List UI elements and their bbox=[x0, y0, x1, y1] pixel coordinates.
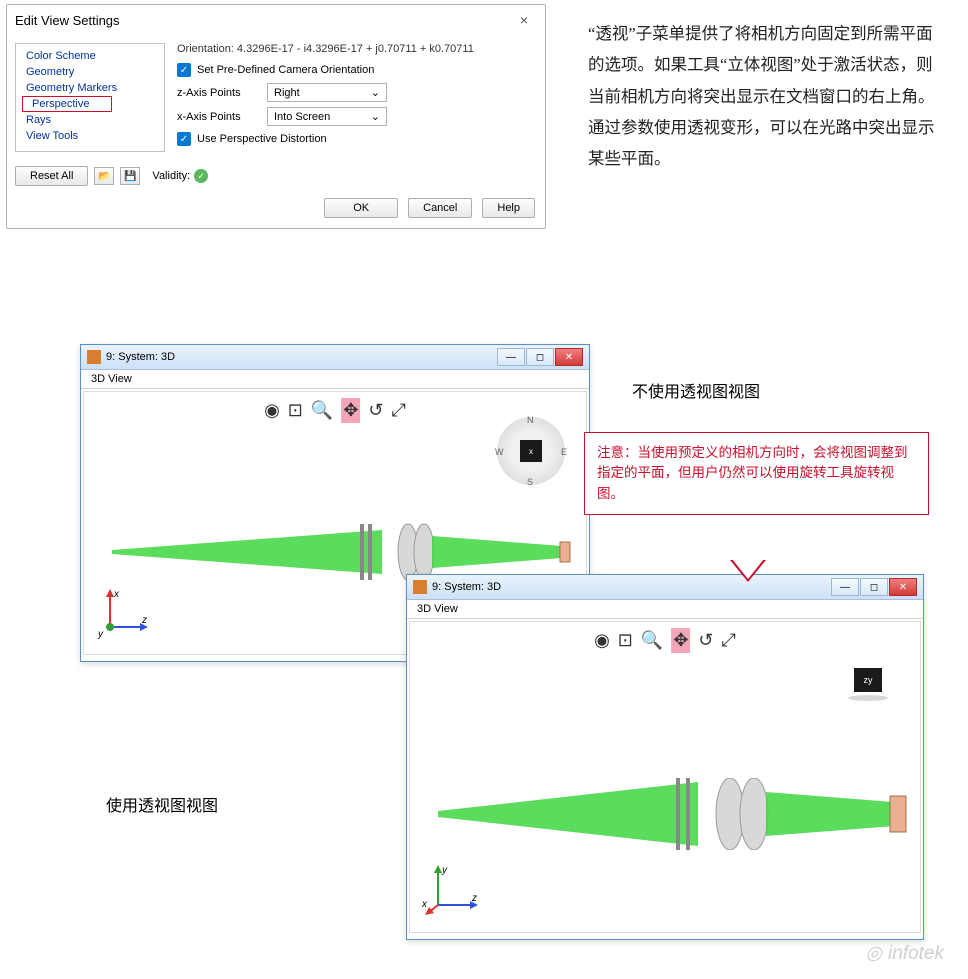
tab-3d-view[interactable]: 3D View bbox=[81, 370, 589, 389]
xaxis-label: x-Axis Points bbox=[177, 111, 267, 123]
dialog-title: Edit View Settings bbox=[15, 13, 120, 28]
open-folder-icon[interactable]: 📂 bbox=[94, 167, 114, 185]
close-icon[interactable]: × bbox=[511, 9, 537, 31]
eye-icon[interactable]: ◉ bbox=[594, 630, 610, 651]
orientation-text: Orientation: 4.3296E-17 - i4.3296E-17 + … bbox=[177, 43, 474, 55]
save-icon[interactable]: 💾 bbox=[120, 167, 140, 185]
distortion-label: Use Perspective Distortion bbox=[197, 133, 327, 145]
close-icon[interactable]: ✕ bbox=[889, 578, 917, 596]
zoom-icon[interactable]: 🔍 bbox=[311, 400, 333, 421]
note-callout: 注意：当使用预定义的相机方向时，会将视图调整到指定的平面，但用户仍然可以使用旋转… bbox=[584, 432, 929, 515]
svg-text:y: y bbox=[441, 865, 448, 876]
watermark: ◎ infotek bbox=[865, 942, 944, 965]
view-toolbar: ◉ ⊡ 🔍 ✥ ↺ ⤢ bbox=[594, 628, 736, 653]
pan-icon[interactable]: ✥ bbox=[671, 628, 690, 653]
label-with-perspective: 使用透视图视图 bbox=[106, 792, 218, 816]
rotate-icon[interactable]: ↺ bbox=[698, 630, 713, 651]
chevron-down-icon: ⌄ bbox=[371, 86, 380, 99]
predefined-label: Set Pre-Defined Camera Orientation bbox=[197, 64, 374, 76]
axes-indicator: y z x bbox=[420, 861, 484, 922]
validity-indicator: Validity: ✓ bbox=[152, 169, 208, 183]
category-rays[interactable]: Rays bbox=[16, 112, 164, 128]
ok-button[interactable]: OK bbox=[324, 198, 398, 218]
edit-view-settings-dialog: Edit View Settings × Color Scheme Geomet… bbox=[6, 4, 546, 229]
label-no-perspective: 不使用透视图视图 bbox=[632, 378, 760, 402]
validity-label: Validity: bbox=[152, 170, 190, 182]
compass-e: E bbox=[561, 447, 567, 457]
window-titlebar: 9: System: 3D — ◻ ✕ bbox=[407, 575, 923, 600]
callout-tail bbox=[730, 560, 766, 582]
zaxis-select[interactable]: Right ⌄ bbox=[267, 83, 387, 102]
zoom-fit-icon[interactable]: ⊡ bbox=[618, 630, 633, 651]
minimize-icon[interactable]: — bbox=[497, 348, 525, 366]
rotate-icon[interactable]: ↺ bbox=[368, 400, 383, 421]
window-title: 9: System: 3D bbox=[432, 581, 501, 593]
category-view-tools[interactable]: View Tools bbox=[16, 128, 164, 144]
viewport-canvas[interactable]: ◉ ⊡ 🔍 ✥ ↺ ⤢ zy bbox=[409, 621, 921, 933]
system-3d-window-2: 9: System: 3D — ◻ ✕ 3D View ◉ ⊡ 🔍 ✥ ↺ ⤢ … bbox=[406, 574, 924, 940]
optical-beam bbox=[438, 778, 908, 814]
zoom-fit-icon[interactable]: ⊡ bbox=[288, 400, 303, 421]
svg-text:x: x bbox=[421, 899, 428, 910]
orientation-cube[interactable]: zy bbox=[846, 668, 890, 698]
compass-w: W bbox=[495, 447, 504, 457]
valid-check-icon: ✓ bbox=[194, 169, 208, 183]
svg-text:z: z bbox=[471, 893, 477, 904]
window-title: 9: System: 3D bbox=[106, 351, 175, 363]
checkmark-icon: ✓ bbox=[177, 63, 191, 77]
zaxis-label: z-Axis Points bbox=[177, 87, 267, 99]
perspective-distortion-checkbox[interactable]: ✓ Use Perspective Distortion bbox=[177, 132, 474, 146]
category-geometry[interactable]: Geometry bbox=[16, 64, 164, 80]
cancel-button[interactable]: Cancel bbox=[408, 198, 472, 218]
compass-s: S bbox=[527, 477, 533, 487]
axes-indicator: x z y bbox=[94, 585, 154, 644]
maximize-icon[interactable]: ◻ bbox=[860, 578, 888, 596]
fullscreen-icon[interactable]: ⤢ bbox=[722, 630, 736, 651]
compass-cube[interactable]: x bbox=[520, 440, 542, 462]
eye-icon[interactable]: ◉ bbox=[264, 400, 280, 421]
settings-panel: Orientation: 4.3296E-17 - i4.3296E-17 + … bbox=[177, 43, 474, 152]
reset-all-button[interactable]: Reset All bbox=[15, 166, 88, 186]
category-list: Color Scheme Geometry Geometry Markers P… bbox=[15, 43, 165, 152]
wechat-icon: ◎ bbox=[865, 942, 882, 965]
category-color-scheme[interactable]: Color Scheme bbox=[16, 48, 164, 64]
app-icon bbox=[87, 350, 101, 364]
predefined-orientation-checkbox[interactable]: ✓ Set Pre-Defined Camera Orientation bbox=[177, 63, 474, 77]
cube-face: zy bbox=[854, 668, 882, 692]
help-button[interactable]: Help bbox=[482, 198, 535, 218]
zaxis-value: Right bbox=[274, 87, 300, 99]
xaxis-select[interactable]: Into Screen ⌄ bbox=[267, 107, 387, 126]
maximize-icon[interactable]: ◻ bbox=[526, 348, 554, 366]
app-icon bbox=[413, 580, 427, 594]
tab-3d-view[interactable]: 3D View bbox=[407, 600, 923, 619]
fullscreen-icon[interactable]: ⤢ bbox=[392, 400, 406, 421]
view-toolbar: ◉ ⊡ 🔍 ✥ ↺ ⤢ bbox=[264, 398, 406, 423]
chevron-down-icon: ⌄ bbox=[371, 110, 380, 123]
svg-text:z: z bbox=[141, 615, 147, 626]
window-titlebar: 9: System: 3D — ◻ ✕ bbox=[81, 345, 589, 370]
xaxis-value: Into Screen bbox=[274, 111, 330, 123]
checkmark-icon: ✓ bbox=[177, 132, 191, 146]
watermark-text: infotek bbox=[888, 943, 944, 965]
zoom-icon[interactable]: 🔍 bbox=[641, 630, 663, 651]
svg-text:y: y bbox=[97, 629, 104, 640]
svg-text:x: x bbox=[113, 589, 120, 600]
close-icon[interactable]: ✕ bbox=[555, 348, 583, 366]
dialog-titlebar: Edit View Settings × bbox=[7, 5, 545, 35]
compass-n: N bbox=[527, 415, 534, 425]
orientation-compass[interactable]: x N E S W bbox=[496, 416, 566, 486]
minimize-icon[interactable]: — bbox=[831, 578, 859, 596]
pan-icon[interactable]: ✥ bbox=[341, 398, 360, 423]
optical-beam bbox=[112, 522, 572, 558]
description-text: “透视”子菜单提供了将相机方向固定到所需平面的选项。如果工具“立体视图”处于激活… bbox=[588, 18, 946, 175]
category-perspective[interactable]: Perspective bbox=[22, 96, 112, 112]
category-geometry-markers[interactable]: Geometry Markers bbox=[16, 80, 164, 96]
